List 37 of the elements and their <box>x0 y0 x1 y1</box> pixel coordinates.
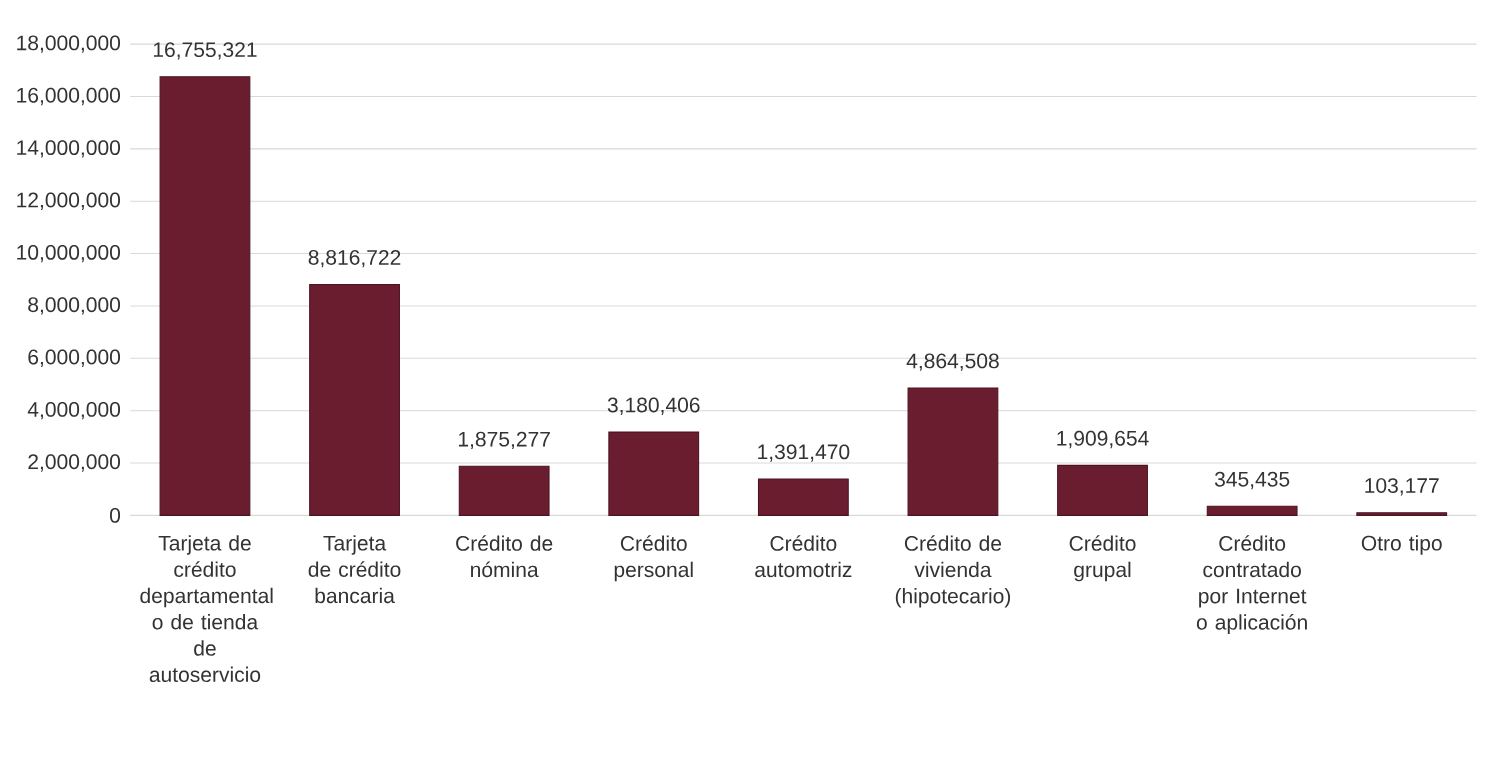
data-label: 8,816,722 <box>308 249 401 268</box>
bar <box>608 431 700 516</box>
data-label: 345,435 <box>1214 471 1290 490</box>
bar <box>309 283 400 516</box>
data-label: 4,864,508 <box>906 353 999 371</box>
y-tick-label: 8,000,000 <box>28 297 121 315</box>
data-label: 1,909,654 <box>1057 430 1149 449</box>
data-label: 1,391,470 <box>758 444 850 462</box>
data-label: 103,177 <box>1365 478 1439 496</box>
y-tick-label: 0 <box>110 507 121 523</box>
bar <box>1206 505 1298 516</box>
y-tick-label: 12,000,000 <box>17 192 121 210</box>
data-label: 16,755,321 <box>153 42 257 60</box>
x-tick-label: Otro tipo <box>1361 535 1442 555</box>
y-tick-label: 4,000,000 <box>27 401 121 420</box>
bar <box>1057 464 1148 516</box>
x-tick-label: Tarjeta de crédito departamental o de tienda de autoservicio <box>140 535 273 682</box>
x-tick-label: Crédito automotriz <box>755 535 852 578</box>
bar <box>757 478 849 516</box>
y-tick-label: 10,000,000 <box>17 244 121 263</box>
x-tick-label: Crédito grupal <box>1069 535 1136 582</box>
x-tick-label: Crédito de vivienda (hipotecario) <box>895 535 1011 608</box>
data-label: 1,875,277 <box>458 431 550 449</box>
y-tick-label: 14,000,000 <box>17 140 121 158</box>
x-tick-label: Crédito de nómina <box>456 535 553 578</box>
y-tick-label: 6,000,000 <box>28 349 121 367</box>
bar <box>1356 512 1448 516</box>
y-tick-label: 16,000,000 <box>17 87 121 106</box>
x-tick-label: Tarjeta de crédito bancaria <box>308 535 401 604</box>
bar <box>159 76 251 516</box>
y-tick-label: 18,000,000 <box>17 35 121 53</box>
x-tick-label: Crédito contratado por Internet o aplicación <box>1196 535 1307 634</box>
x-tick-label: Crédito personal <box>614 535 693 582</box>
data-label: 3,180,406 <box>607 397 700 415</box>
y-tick-label: 2,000,000 <box>28 454 121 472</box>
bar <box>907 387 999 516</box>
bar <box>458 465 550 516</box>
